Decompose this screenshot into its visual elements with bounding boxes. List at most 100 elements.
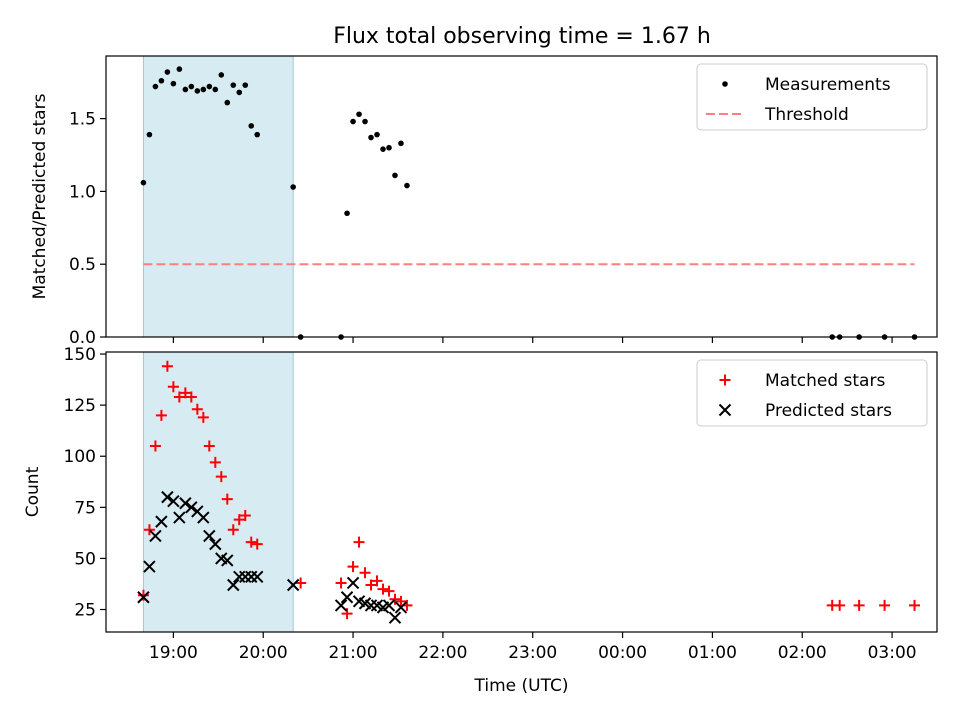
data-point: [395, 595, 407, 607]
axes-frame: [105, 351, 938, 633]
data-point: [879, 599, 891, 611]
data-point: [152, 83, 159, 90]
data-point: [380, 146, 386, 152]
series-matched-stars: [137, 360, 921, 620]
data-point: [346, 576, 360, 590]
highlight-span: [142, 55, 294, 338]
x-tick-label: 19:00: [149, 643, 198, 663]
data-point: [209, 456, 221, 468]
data-point: [251, 570, 264, 584]
x-tick-label: 02:00: [778, 643, 827, 663]
data-point: [382, 599, 396, 612]
data-point: [155, 515, 168, 528]
data-point: [230, 82, 237, 88]
data-point: [140, 179, 147, 186]
data-point: [167, 494, 180, 508]
y-tick-label: 75: [74, 498, 96, 518]
data-point: [347, 561, 359, 573]
y-tick-label: 1.5: [69, 110, 96, 130]
data-point: [197, 511, 210, 524]
data-point: [203, 440, 215, 452]
data-point: [173, 511, 186, 524]
data-point: [335, 577, 347, 589]
x-tick-label: 21:00: [329, 643, 378, 663]
data-point: [227, 578, 240, 592]
data-point: [254, 131, 261, 138]
x-tick-label: 20:00: [239, 643, 288, 663]
y-tick-label: 125: [64, 396, 96, 416]
data-point: [404, 182, 410, 189]
data-point: [149, 529, 162, 543]
data-point: [179, 387, 191, 399]
data-point: [170, 80, 177, 87]
y-axis-label: Count: [23, 466, 43, 517]
data-point: [188, 83, 195, 90]
data-point: [377, 583, 389, 595]
y-tick-label: 1.0: [69, 182, 96, 202]
series-predicted-stars: [137, 490, 408, 624]
legend-marker: [722, 81, 728, 87]
legend-marker: [718, 403, 732, 417]
x-tick-label: 22:00: [418, 643, 467, 663]
y-tick-label: 0.0: [69, 328, 96, 348]
data-point: [374, 131, 380, 138]
chart-layer: 0.0 0.5 1.0 1.5 Matched/Predicted stars Measu…: [23, 55, 938, 696]
data-point: [371, 575, 383, 587]
data-point: [203, 529, 216, 543]
x-tick-label: 23:00: [508, 643, 557, 663]
data-point: [179, 497, 192, 510]
legend-box: [696, 359, 928, 427]
data-point: [356, 111, 362, 118]
legend-marker: [719, 374, 731, 386]
data-point: [383, 585, 395, 597]
y-axis-label: Matched/Predicted stars: [30, 93, 50, 299]
y-tick-label: 50: [74, 549, 96, 569]
data-point: [344, 210, 350, 217]
data-point: [389, 593, 401, 605]
data-point: [236, 89, 243, 96]
data-point: [167, 381, 179, 393]
data-point: [212, 86, 219, 93]
data-point: [224, 99, 231, 106]
legend-box: [696, 63, 928, 131]
data-point: [155, 409, 167, 421]
data-point: [341, 608, 353, 620]
data-point: [191, 403, 203, 415]
highlight-span: [142, 351, 294, 633]
data-point: [149, 440, 161, 452]
series-measurements: [140, 66, 918, 340]
data-point: [248, 123, 255, 129]
data-point: [137, 591, 150, 604]
data-point: [853, 599, 865, 611]
data-point: [218, 72, 225, 78]
data-point: [368, 134, 374, 141]
data-point: [350, 118, 356, 125]
data-point: [362, 118, 368, 125]
data-point: [251, 538, 263, 550]
data-point: [909, 599, 921, 611]
x-axis-label: Time (UTC): [474, 676, 569, 696]
data-point: [365, 579, 377, 591]
legend: Matched stars Predicted stars: [696, 359, 928, 427]
y-tick-label: 25: [74, 601, 96, 621]
data-point: [398, 140, 404, 147]
data-point: [143, 524, 155, 536]
data-point: [227, 524, 239, 536]
data-point: [185, 501, 198, 514]
data-point: [209, 537, 222, 551]
data-point: [206, 83, 213, 90]
data-point: [164, 69, 171, 75]
panel-1: 0.0 0.5 1.0 1.5 Matched/Predicted stars Measu…: [30, 55, 938, 348]
data-point: [215, 471, 227, 483]
panel-2: 25 50 75 100 125 150 19:00 20:00 21:00 22:00 23:00…: [23, 345, 938, 696]
y-tick-label: 0.5: [69, 255, 96, 275]
data-point: [185, 391, 197, 403]
data-point: [392, 172, 398, 179]
data-point: [386, 144, 392, 151]
legend-label: Threshold: [764, 105, 849, 125]
data-point: [340, 591, 354, 604]
data-point: [221, 493, 233, 505]
data-point: [233, 514, 245, 526]
data-point: [221, 554, 234, 567]
x-tick-label: 01:00: [688, 643, 737, 663]
